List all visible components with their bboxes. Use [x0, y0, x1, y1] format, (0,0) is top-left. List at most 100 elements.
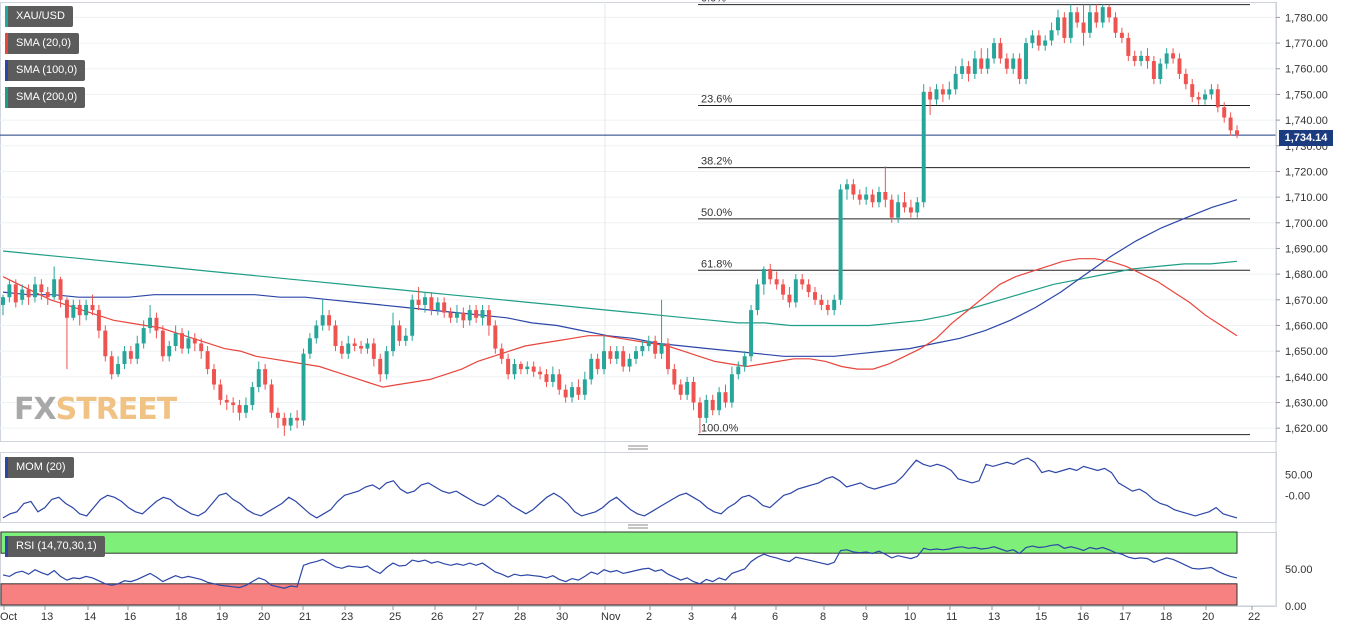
candle-body: [538, 371, 543, 375]
candle-body: [1055, 17, 1060, 31]
candle-body: [199, 343, 204, 352]
candle-body: [742, 356, 747, 367]
legend-swatch: [5, 6, 8, 27]
mom-line: [2, 457, 1238, 519]
candle-body: [467, 310, 472, 321]
price-tick-label: 1,700.00: [1285, 218, 1328, 230]
legend-swatch: [5, 87, 8, 108]
candle-body: [243, 405, 248, 413]
date-tick-label: 20: [258, 611, 270, 623]
date-tick-label: 16: [124, 611, 136, 623]
candle-body: [474, 310, 479, 318]
date-tick-label: 22: [1248, 611, 1260, 623]
candle-body: [806, 284, 811, 293]
candle-body: [186, 338, 191, 349]
candle-body: [614, 351, 619, 359]
candle-body: [154, 317, 159, 331]
candle-body: [857, 194, 862, 200]
candle-body: [832, 299, 837, 311]
candle-body: [1183, 73, 1188, 85]
candle-body: [307, 338, 312, 354]
candle-body: [736, 366, 741, 375]
price-tick-label: 1,660.00: [1285, 320, 1328, 332]
legend-swatch: [5, 33, 8, 54]
candle-body: [883, 191, 888, 200]
legend-swatch: [5, 60, 8, 81]
candle-body: [275, 412, 280, 418]
legend-swatch: [5, 536, 8, 557]
candle-body: [576, 387, 581, 395]
candle-body: [582, 379, 587, 395]
candle-body: [13, 284, 18, 303]
candle-body: [819, 299, 824, 305]
date-tick-label: 6: [772, 611, 778, 623]
candle-body: [173, 333, 178, 347]
candle-body: [972, 58, 977, 74]
date-tick-label: 13: [988, 611, 1000, 623]
date-tick-label: 8: [820, 611, 826, 623]
candle-body: [1171, 53, 1176, 59]
legend-item-sma20[interactable]: SMA (20,0): [5, 33, 80, 54]
date-tick-label: 27: [472, 611, 484, 623]
candle-body: [793, 279, 798, 303]
candle-body: [103, 330, 108, 357]
candle-body: [231, 402, 236, 406]
candle-body: [908, 207, 913, 213]
candle-body: [646, 340, 651, 347]
price-tick-label: 1,770.00: [1285, 38, 1328, 50]
candle-body: [250, 387, 255, 406]
candle-body: [1215, 89, 1220, 108]
candle-body: [20, 289, 25, 300]
candle-body: [889, 199, 894, 218]
legend-item-sma200[interactable]: SMA (200,0): [5, 87, 86, 108]
price-tick-label: 1,710.00: [1285, 192, 1328, 204]
candle-body: [45, 292, 50, 298]
fib-level-label: 50.0%: [701, 207, 732, 219]
candle-body: [966, 66, 971, 74]
candle-body: [1119, 32, 1124, 38]
candle-body: [697, 402, 702, 418]
date-tick-label: Oct: [0, 611, 17, 623]
candle-body: [365, 343, 370, 349]
candle-body: [448, 312, 453, 318]
candle-body: [825, 304, 830, 311]
candle-body: [486, 310, 491, 326]
candle-body: [557, 374, 562, 390]
fib-level-label: 100.0%: [701, 423, 739, 435]
candle-body: [621, 351, 626, 367]
candle-body: [218, 384, 223, 400]
candle-body: [461, 312, 466, 321]
indicator-label-rsi[interactable]: RSI (14,70,30,1): [5, 536, 105, 557]
candle-body: [1036, 35, 1041, 46]
candle-body: [212, 369, 216, 385]
rsi-axis-label: 0.00: [1285, 601, 1306, 613]
date-tick-label: Nov: [601, 611, 621, 623]
candle-body: [39, 284, 44, 293]
candle-body: [423, 297, 427, 305]
candle-body: [947, 89, 952, 95]
candle-body: [749, 310, 754, 357]
legend-label: SMA (20,0): [16, 37, 72, 49]
legend-item-sma100[interactable]: SMA (100,0): [5, 60, 86, 81]
indicator-label-mom[interactable]: MOM (20): [5, 457, 74, 478]
candle-body: [128, 351, 133, 359]
candle-body: [288, 417, 293, 426]
date-tick-label: 18: [175, 611, 187, 623]
date-tick-label: 10: [904, 611, 916, 623]
legend-label: SMA (100,0): [16, 64, 78, 76]
candle-body: [544, 374, 549, 382]
candle-body: [653, 340, 658, 354]
price-tick-label: 1,720.00: [1285, 166, 1328, 178]
candle-body: [1011, 58, 1016, 69]
candle-body: [71, 304, 76, 318]
candle-body: [1113, 17, 1118, 33]
candle-body: [512, 363, 517, 375]
candle-body: [410, 299, 415, 336]
candle-body: [723, 392, 728, 403]
candle-body: [1100, 7, 1105, 23]
candle-body: [1209, 89, 1214, 95]
date-tick-label: 23: [341, 611, 353, 623]
legend-item-symbol[interactable]: XAU/USD: [5, 6, 73, 27]
candle-body: [800, 279, 805, 285]
